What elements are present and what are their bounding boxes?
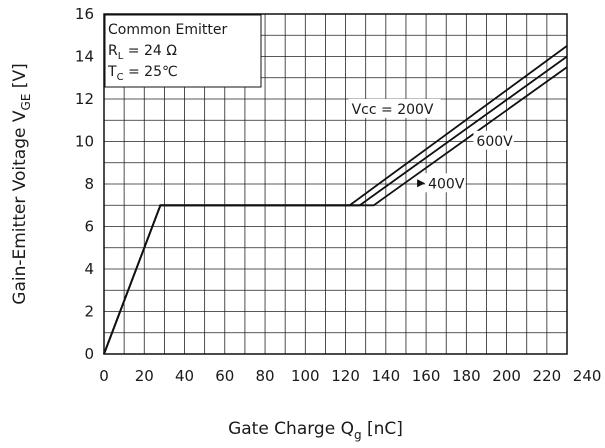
label-arrow-head [417,179,426,188]
tick-labels: 0 20 40 60 80 100 120 140 160 180 200 220 240 0 2 4 6 8 10… [75,5,602,385]
x-tick-label: 100 [291,367,320,385]
y-tick-label: 12 [75,90,94,108]
legend-line: Common Emitter [108,22,227,38]
series-label-bg [425,173,466,193]
series-label-bg [348,98,441,118]
y-tick-label: 4 [84,260,94,278]
y-tick-label: 14 [75,48,94,66]
x-tick-label: 180 [452,367,481,385]
y-tick-label: 0 [84,345,94,363]
axes [103,13,568,355]
series-line-0 [103,45,568,355]
y-tick-label: 10 [75,133,94,151]
legend-line: RL = 24 Ω [108,43,177,62]
series-lines [103,45,568,355]
series-line-2 [103,66,568,355]
series-label-1: 600V [476,134,513,150]
series-label-2: 400V [428,176,465,192]
axis-titles: Gate Charge Qg [nC] Gain-Emitter Voitage … [10,63,403,442]
y-tick-label: 8 [84,175,94,193]
y-tick-label: 2 [84,303,94,321]
x-tick-label: 200 [492,367,521,385]
x-tick-label: 80 [255,367,274,385]
x-tick-label: 20 [135,367,154,385]
series-label-0: Vcc = 200V [352,102,434,118]
x-tick-label: 240 [573,367,602,385]
series-label-bg [473,130,514,150]
x-tick-label: 160 [412,367,441,385]
y-axis-title: Gain-Emitter Voitage VGE [V] [10,63,33,304]
x-tick-label: 220 [533,367,562,385]
series-labels: Vcc = 200V 600V 400V [348,98,514,193]
x-tick-label: 0 [99,367,109,385]
plot-frame [103,13,568,355]
y-tick-label: 6 [84,218,94,236]
y-tick-label: 16 [75,5,94,23]
x-axis-title: Gate Charge Qg [nC] [228,419,403,442]
x-tick-label: 60 [215,367,234,385]
legend-frame [104,14,262,88]
x-tick-label: 140 [372,367,401,385]
x-tick-label: 40 [175,367,194,385]
legend-box: Common Emitter RL = 24 Ω TC = 25℃ [104,14,262,88]
legend-line: TC = 25℃ [107,64,178,83]
x-tick-label: 120 [331,367,360,385]
